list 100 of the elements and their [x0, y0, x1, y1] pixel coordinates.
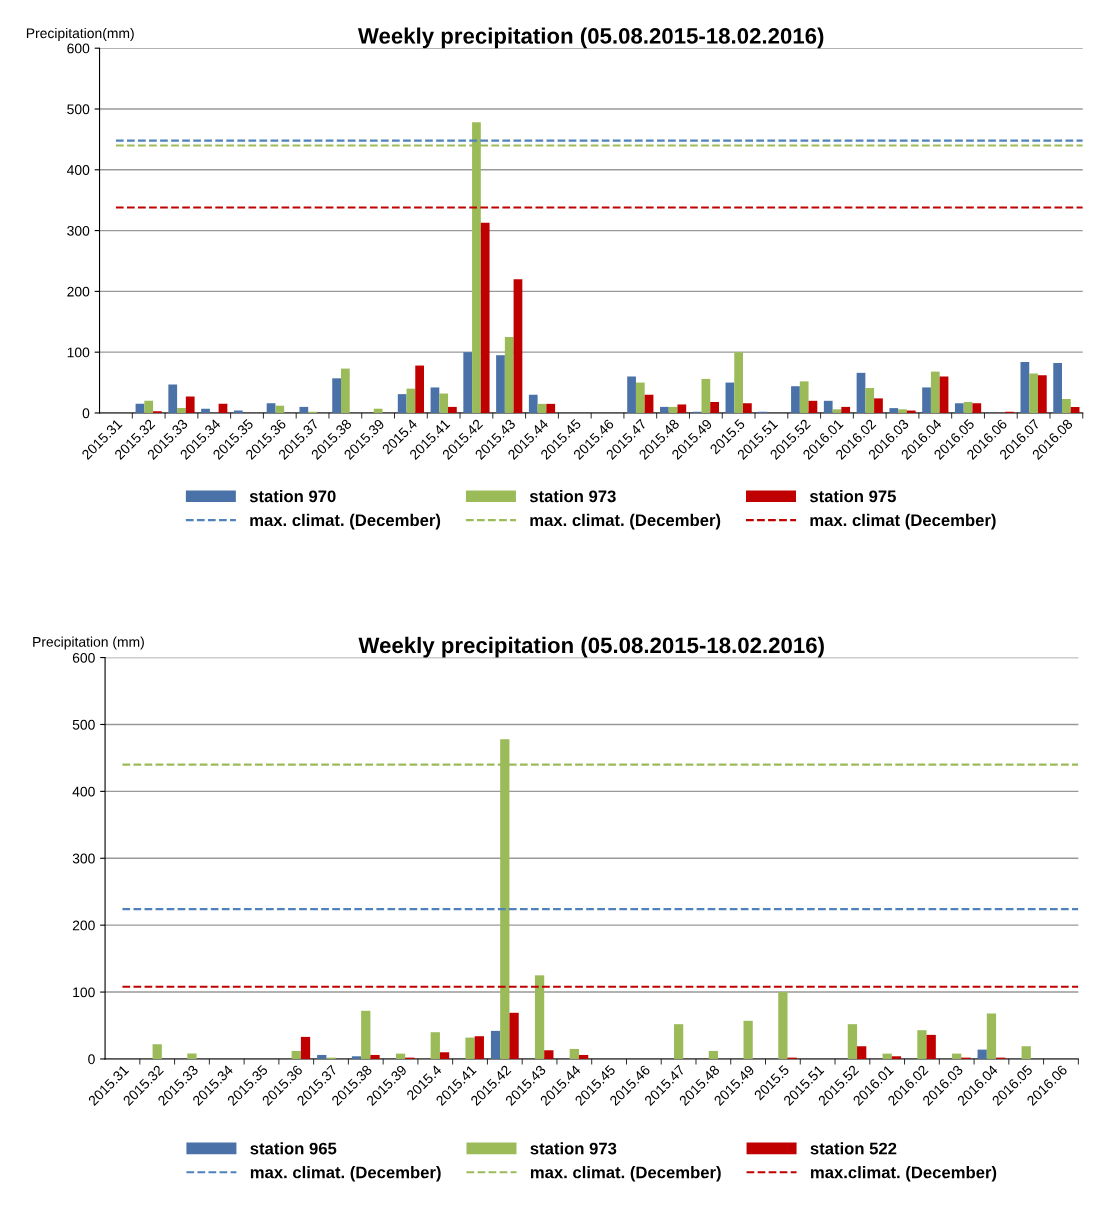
bar [673, 1024, 684, 1059]
bar [1070, 406, 1080, 413]
bar [135, 403, 145, 413]
bar [627, 376, 636, 413]
legend-label: max. climat. (December) [530, 513, 721, 530]
bar [185, 396, 195, 413]
bar [317, 1054, 327, 1059]
legend-label: max. climat. (December) [250, 1166, 441, 1182]
y-tick-label: 400 [66, 165, 90, 175]
bar [898, 409, 907, 413]
bar [865, 388, 875, 413]
bar [569, 1048, 579, 1059]
legend-label: station 965 [250, 1142, 337, 1155]
bar [1062, 398, 1071, 413]
y-tick-label: 0 [88, 1054, 95, 1065]
bar [430, 1032, 440, 1059]
legend-label: max. climat. (December) [530, 1166, 721, 1182]
bar [882, 1053, 892, 1059]
bar [144, 400, 154, 413]
bar [635, 382, 645, 413]
y-tick-label: 100 [67, 347, 90, 358]
bar [832, 409, 842, 413]
bar [1029, 373, 1038, 413]
bar [463, 352, 473, 413]
bar [743, 1020, 753, 1059]
bar [857, 1046, 867, 1059]
bar [168, 384, 178, 413]
bar [701, 378, 711, 413]
bar [299, 406, 309, 413]
bar [534, 975, 545, 1059]
bar [300, 1036, 311, 1059]
bar [395, 1053, 406, 1059]
bar [734, 352, 744, 413]
legend-label: max.climat. (December) [810, 1166, 997, 1182]
bar [799, 381, 809, 413]
bar [439, 393, 449, 413]
bar [725, 382, 735, 413]
bar [496, 355, 505, 413]
bar [439, 1052, 450, 1059]
y-axis-title: Precipitation (mm) [33, 636, 144, 650]
bar [504, 336, 514, 413]
bar [917, 1030, 927, 1059]
legend-label: station 973 [530, 1142, 617, 1155]
bar [513, 279, 523, 413]
bar [874, 398, 883, 413]
bar [448, 406, 457, 413]
bar [351, 1056, 362, 1059]
bar [397, 394, 407, 413]
bar [490, 1030, 501, 1059]
bar [578, 1054, 589, 1059]
bar [954, 403, 964, 413]
bar [275, 405, 285, 413]
bar [963, 402, 973, 413]
bar [808, 400, 818, 413]
bar [644, 394, 654, 413]
bar [889, 408, 899, 413]
bar [891, 1056, 902, 1059]
bar [465, 1037, 475, 1059]
bar [546, 403, 556, 413]
bar [361, 1010, 371, 1059]
legend-label: max. climat (December) [810, 513, 996, 530]
legend-label: max. climat. (December) [250, 513, 441, 530]
bar [922, 387, 931, 413]
bar [708, 1050, 718, 1059]
y-axis-title: Precipitation(mm) [26, 27, 134, 41]
bar [952, 1053, 962, 1059]
bar [1020, 361, 1030, 413]
bar [939, 376, 949, 413]
bar [1021, 1046, 1031, 1059]
bar [677, 404, 687, 413]
bar [480, 222, 490, 413]
bar [710, 402, 719, 413]
legend-label: station 970 [249, 489, 336, 503]
bar [218, 403, 228, 413]
bar [509, 1012, 519, 1059]
bar [406, 388, 416, 413]
bar [430, 387, 440, 413]
y-tick-label: 600 [72, 652, 95, 663]
bar [926, 1034, 936, 1059]
bar [778, 992, 788, 1059]
y-tick-label: 100 [73, 987, 95, 998]
y-tick-label: 500 [67, 104, 90, 115]
bar [791, 386, 800, 413]
y-tick-label: 200 [72, 920, 95, 931]
bar [187, 1053, 197, 1059]
bar [528, 394, 538, 413]
bar [537, 403, 547, 413]
bar [743, 403, 752, 413]
bar [266, 403, 276, 413]
bar [847, 1024, 858, 1059]
bar [544, 1050, 554, 1059]
bar [930, 371, 940, 413]
bar [659, 406, 669, 413]
bar [1053, 363, 1063, 413]
chart-title: Weekly precipitation (05.08.2015-18.02.2016) [358, 636, 824, 658]
bar [291, 1050, 301, 1059]
bar [332, 378, 341, 413]
legend-label: station 522 [810, 1142, 897, 1155]
bar [977, 1049, 987, 1059]
y-tick-label: 200 [67, 286, 90, 297]
